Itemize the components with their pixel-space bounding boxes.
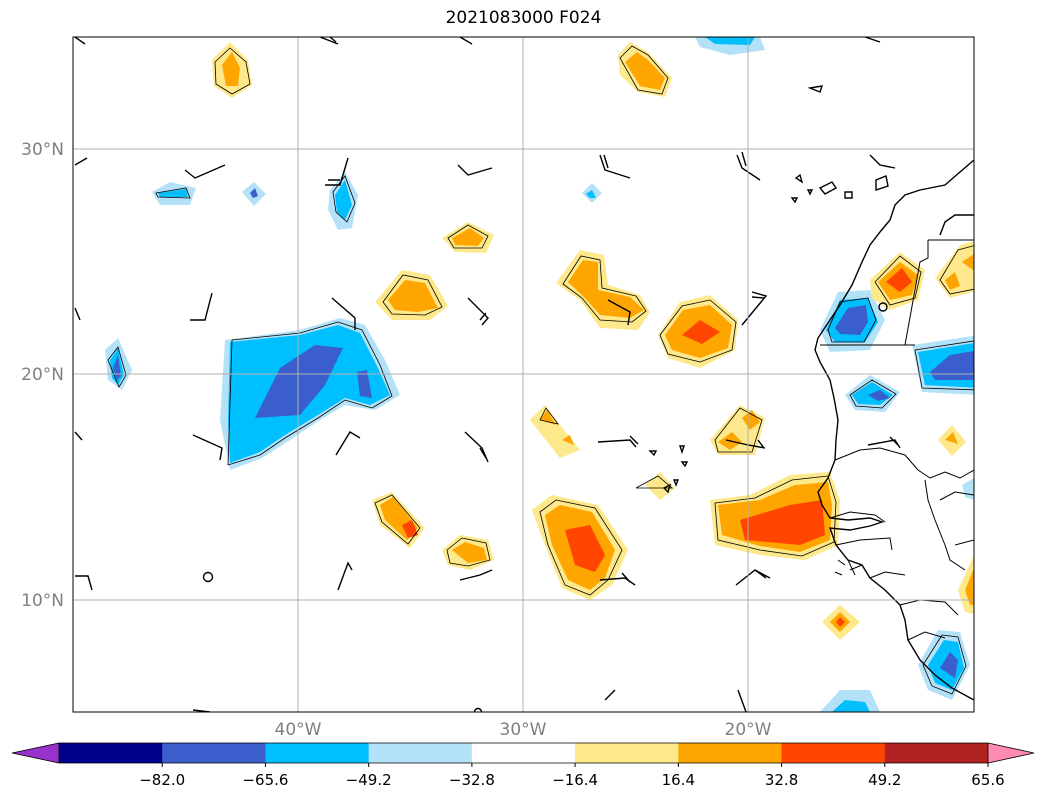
colorbar-extend-max — [988, 743, 1034, 763]
colorbar-segment — [265, 743, 370, 763]
colorbar-segment — [884, 743, 989, 763]
map-frame — [72, 36, 975, 713]
lon-label-40w: 40°W — [275, 720, 322, 740]
lat-label-30n: 30°N — [21, 140, 64, 160]
colorbar-tick-label: −49.2 — [346, 771, 392, 789]
lon-label-30w: 30°W — [500, 720, 547, 740]
colorbar-tick-label: −82.0 — [139, 771, 185, 789]
colorbar: −82.0 −65.6 −49.2 −32.8 −16.4 16.4 32.8 49.2 65.… — [11, 742, 1035, 789]
colorbar-segment — [575, 743, 679, 763]
colorbar-tick-label: −16.4 — [552, 771, 598, 789]
lat-label-20n: 20°N — [21, 365, 64, 385]
colorbar-tick-label: −32.8 — [449, 771, 495, 789]
colorbar-segment — [471, 743, 576, 763]
colorbar-tick-label: −65.6 — [242, 771, 288, 789]
colorbar-segment — [678, 743, 783, 763]
coastline — [202, 85, 974, 712]
colorbar-tick-label: 49.2 — [868, 771, 901, 789]
colorbar-tick-label: 32.8 — [765, 771, 798, 789]
lon-label-20w: 20°W — [725, 720, 772, 740]
colorbar-segment — [368, 743, 473, 763]
colorbar-extend-min — [12, 743, 59, 763]
colorbar-tick-label: 65.6 — [971, 771, 1004, 789]
contour-lines — [107, 45, 974, 695]
wind-barbs — [74, 37, 901, 712]
map-title: 2021083000 F024 — [445, 8, 602, 28]
graticule — [73, 37, 974, 712]
colorbar-outline — [11, 742, 1035, 764]
lat-label-10n: 10°N — [21, 591, 64, 611]
colorbar-segment — [162, 743, 266, 763]
colorbar-tick-label: 16.4 — [662, 771, 695, 789]
positive-anomaly-shading — [212, 42, 974, 640]
map-area — [73, 37, 974, 712]
colorbar-segment — [781, 743, 886, 763]
colorbar-segment — [59, 743, 163, 763]
country-borders — [820, 239, 974, 641]
